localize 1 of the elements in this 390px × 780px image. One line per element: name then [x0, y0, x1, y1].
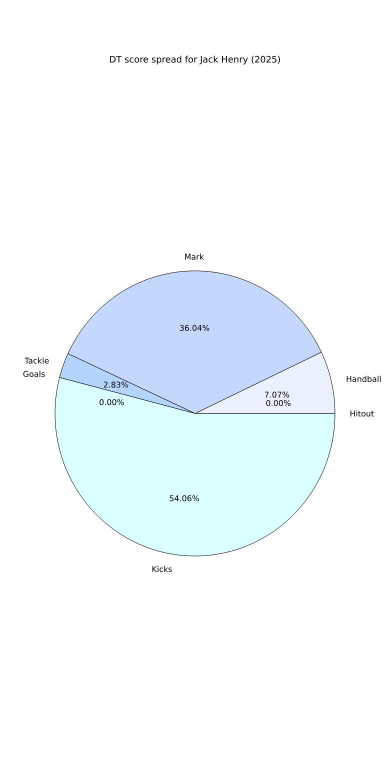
chart-title: DT score spread for Jack Henry (2025) [110, 56, 280, 64]
